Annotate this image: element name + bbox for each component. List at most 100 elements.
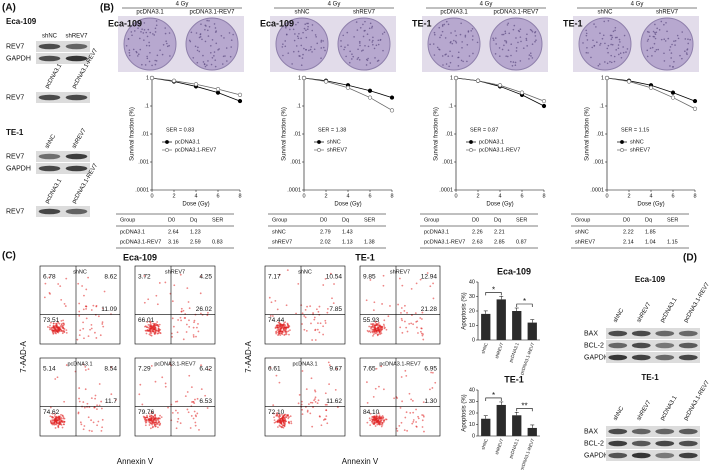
row-label: REV7: [6, 208, 24, 215]
blot-background: [36, 151, 90, 162]
event-dot: [269, 366, 272, 369]
bar: [481, 313, 491, 340]
y-tick-label: 40: [469, 279, 475, 285]
event-dot: [57, 415, 60, 418]
event-dot: [430, 371, 433, 374]
blot-band: [655, 342, 675, 349]
colony: [510, 43, 513, 46]
event-dot: [368, 330, 371, 332]
event-dot: [139, 383, 142, 386]
colony: [305, 48, 307, 51]
event-dot: [288, 421, 290, 424]
legend-label: pcDNA3.1-REV7: [479, 147, 520, 153]
event-dot: [167, 406, 169, 409]
colony: [626, 48, 629, 50]
event-dot: [374, 328, 377, 331]
event-dot: [373, 301, 376, 304]
event-dot: [194, 313, 197, 316]
y-axis-label: Survival fraction (%): [585, 107, 591, 161]
event-dot: [185, 331, 188, 333]
event-dot: [379, 330, 382, 333]
colony: [145, 31, 148, 34]
colony: [534, 40, 536, 43]
event-dot: [410, 398, 413, 401]
colony: [689, 38, 691, 41]
event-dot: [90, 419, 92, 422]
colony: [598, 63, 601, 65]
significance-label: **: [521, 401, 527, 410]
event-dot: [194, 398, 196, 401]
event-dot: [336, 406, 339, 409]
event-dot: [377, 326, 380, 329]
colony: [313, 48, 316, 51]
row-label: REV7: [6, 43, 24, 50]
colony: [297, 50, 300, 53]
colony: [381, 33, 384, 35]
event-dot: [154, 330, 157, 332]
event-dot: [374, 387, 377, 390]
event-dot: [415, 408, 417, 411]
event-dot: [283, 326, 286, 329]
colony: [192, 56, 195, 59]
event-dot: [286, 322, 289, 325]
row-label: GAPDH: [6, 165, 31, 172]
x-tick-label: 8: [238, 193, 241, 199]
colony: [213, 55, 215, 57]
y-tick-label: 30: [469, 399, 475, 405]
colony: [648, 35, 651, 38]
event-dot: [150, 328, 153, 331]
colony: [596, 41, 598, 43]
colony: [492, 37, 494, 40]
quadrant-value: 7.65: [363, 366, 376, 373]
event-dot: [193, 402, 196, 405]
y-tick-label: .0001: [135, 187, 149, 193]
event-dot: [193, 321, 195, 324]
plot-frame: [134, 357, 216, 437]
y-tick-label: 10: [469, 323, 475, 329]
event-dot: [370, 323, 372, 325]
event-dot: [274, 421, 277, 423]
colony: [294, 33, 296, 35]
quadrant-value: 6.78: [43, 274, 56, 281]
event-dot: [58, 328, 60, 331]
event-dot: [328, 364, 331, 367]
event-dot: [85, 305, 88, 308]
y-axis-label: Apoptosis (%): [462, 292, 468, 329]
event-dot: [83, 425, 86, 427]
table-cell: 3.16: [168, 239, 179, 245]
dish: [640, 17, 694, 71]
colony: [164, 32, 167, 35]
quadrant-value: 74.44: [268, 317, 285, 324]
blot-background: [36, 41, 90, 52]
y-tick-label: .1: [599, 103, 604, 109]
colony: [223, 37, 225, 39]
event-dot: [389, 305, 391, 307]
event-dot: [186, 391, 189, 393]
panel-label: (C): [2, 251, 16, 262]
quadrant-value: 73.51: [43, 317, 60, 324]
event-dot: [101, 418, 104, 421]
colony: [606, 47, 609, 50]
event-dot: [311, 401, 314, 404]
event-dot: [55, 417, 58, 420]
colony: [342, 34, 345, 37]
event-dot: [278, 381, 281, 384]
blot-band: [608, 330, 628, 337]
colony: [320, 39, 323, 42]
y-tick-label: 1: [601, 75, 604, 81]
colony: [582, 42, 584, 44]
legend-label: pcDNA3.1: [479, 139, 504, 145]
event-dot: [101, 321, 104, 324]
colony: [306, 28, 309, 31]
event-dot: [149, 415, 152, 417]
event-dot: [90, 309, 93, 311]
event-dot: [80, 423, 83, 426]
colony: [195, 32, 198, 34]
event-dot: [146, 416, 149, 419]
event-dot: [82, 308, 85, 311]
event-dot: [421, 311, 424, 314]
event-dot: [48, 276, 51, 279]
table-cell: 2.22: [623, 229, 634, 235]
colony: [441, 25, 444, 27]
event-dot: [380, 332, 383, 335]
